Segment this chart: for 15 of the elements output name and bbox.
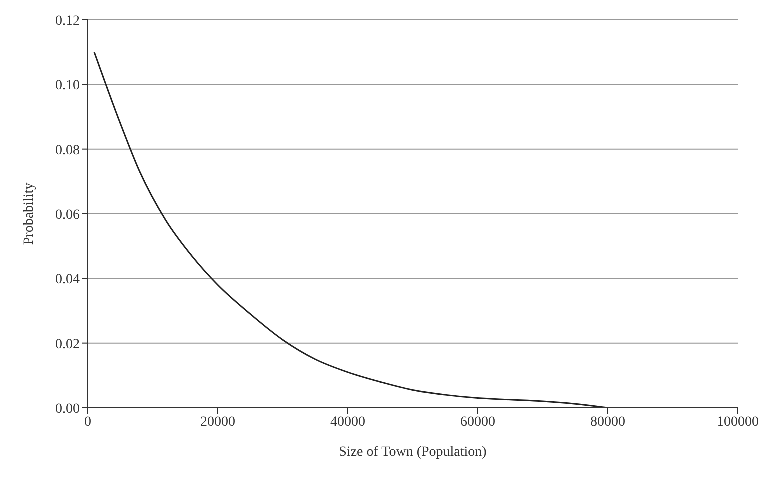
x-axis-title: Size of Town (Population) bbox=[339, 445, 488, 460]
x-tick-label: 40000 bbox=[330, 414, 366, 430]
x-tick-label: 0 bbox=[84, 414, 92, 430]
line-series bbox=[94, 52, 609, 408]
x-tick-label: 80000 bbox=[590, 414, 626, 430]
x-tick-label: 60000 bbox=[460, 414, 496, 430]
y-tick-label: 0.12 bbox=[56, 14, 80, 29]
y-tick-label: 0.06 bbox=[56, 208, 80, 223]
x-tick-label: 20000 bbox=[200, 414, 236, 430]
y-tick-label: 0.10 bbox=[56, 78, 80, 94]
y-tick-label: 0.00 bbox=[56, 402, 80, 417]
y-tick-label: 0.04 bbox=[56, 272, 80, 288]
y-tick-label: 0.08 bbox=[56, 143, 80, 158]
y-axis-title: Probability bbox=[22, 182, 37, 246]
y-tick-label: 0.02 bbox=[56, 337, 80, 352]
